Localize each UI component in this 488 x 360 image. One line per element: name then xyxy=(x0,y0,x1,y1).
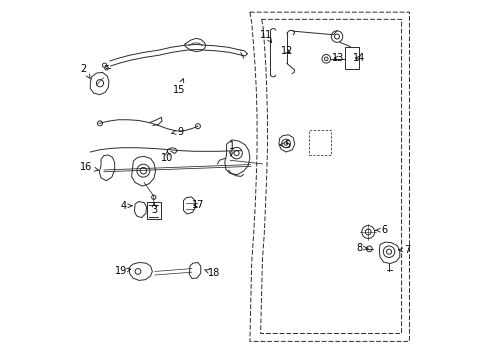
Text: 17: 17 xyxy=(191,200,203,210)
Text: 10: 10 xyxy=(161,150,173,163)
Text: 1: 1 xyxy=(228,141,235,157)
Text: 12: 12 xyxy=(280,46,292,56)
Text: 14: 14 xyxy=(352,53,365,63)
Bar xyxy=(344,46,358,69)
Text: 5: 5 xyxy=(279,140,289,150)
Text: 6: 6 xyxy=(375,225,386,235)
Text: 15: 15 xyxy=(173,79,185,95)
Text: 8: 8 xyxy=(355,243,367,253)
Text: 4: 4 xyxy=(120,201,132,211)
Text: 11: 11 xyxy=(259,30,272,42)
Text: 3: 3 xyxy=(151,203,157,216)
Text: 13: 13 xyxy=(332,53,344,63)
Text: 18: 18 xyxy=(204,268,220,278)
Text: 16: 16 xyxy=(80,162,98,172)
Bar xyxy=(147,202,160,220)
Text: 19: 19 xyxy=(114,266,130,276)
Text: 7: 7 xyxy=(398,245,410,255)
Text: 2: 2 xyxy=(81,64,90,79)
Text: 9: 9 xyxy=(171,127,183,136)
